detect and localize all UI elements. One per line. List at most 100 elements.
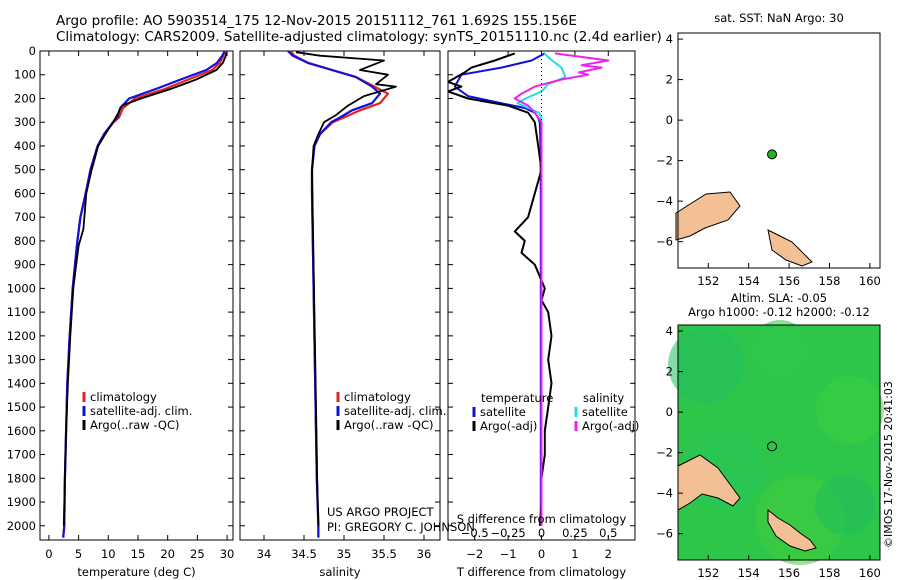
map-y-tick-label: −2	[656, 154, 673, 168]
profile-panel-frame	[239, 50, 441, 541]
y-tick-label: 300	[14, 115, 36, 129]
profile-panel-frame	[39, 50, 234, 541]
legend-label: climatology	[90, 390, 157, 404]
y-tick-label: 900	[14, 258, 36, 272]
map-y-tick-label: −2	[656, 446, 673, 460]
y-tick-label: 500	[14, 163, 36, 177]
map-frame	[677, 324, 881, 561]
map-y-tick-label: −4	[656, 194, 673, 208]
y-tick-label: 800	[14, 234, 36, 248]
y-tick-label: 1000	[7, 281, 36, 295]
y-tick-label: 1900	[7, 495, 36, 509]
y-tick-label: 600	[14, 186, 36, 200]
x-tick-label: 35.5	[371, 547, 397, 561]
map-x-tick-label: 160	[859, 274, 881, 288]
map-x-tick-label: 152	[697, 566, 719, 580]
map-x-tick-label: 152	[697, 274, 719, 288]
y-tick-label: 1300	[7, 353, 36, 367]
legend-title: salinity	[583, 391, 624, 405]
map-x-tick-label: 154	[738, 566, 760, 580]
map-y-tick-label: 0	[666, 113, 673, 127]
land-mass	[767, 508, 817, 552]
project-pi: PI: GREGORY C. JOHNSON	[327, 520, 475, 534]
legend-label: satellite	[480, 405, 526, 419]
map-y-tick-label: −6	[656, 527, 673, 541]
series-line-satellite-adj-clim-	[62, 51, 226, 538]
legend-label: climatology	[344, 390, 411, 404]
map-x-tick-label: 158	[819, 566, 841, 580]
map-y-tick-label: −4	[656, 486, 673, 500]
y-tick-label: 2000	[7, 519, 36, 533]
land-mass	[767, 229, 813, 267]
title-line-1: Argo profile: AO 5903514_175 12-Nov-2015…	[56, 13, 577, 29]
series-line-climatology	[62, 51, 226, 538]
map-y-tick-label: −6	[656, 235, 673, 249]
x-tick-label: 34	[257, 547, 272, 561]
map-x-tick-label: 154	[738, 274, 760, 288]
title-line-2: Climatology: CARS2009. Satellite-adjuste…	[56, 29, 662, 45]
x2-tick-label: 0.5	[599, 526, 617, 540]
map-title: Argo h1000: -0.12 h2000: -0.12	[688, 305, 870, 319]
y-tick-label: 1200	[7, 329, 36, 343]
x-tick-label: 10	[101, 547, 116, 561]
land-mass	[677, 454, 741, 511]
y-tick-label: 1800	[7, 471, 36, 485]
sla-anomaly-blob	[750, 320, 810, 380]
map-y-tick-label: 2	[666, 73, 673, 87]
legend-label: Argo(-adj)	[480, 419, 537, 433]
sla-anomaly-blob	[816, 376, 884, 444]
x2-tick-label: −0.5	[461, 526, 489, 540]
map-y-tick-label: 2	[666, 365, 673, 379]
map-x-tick-label: 156	[778, 566, 800, 580]
map-x-tick-label: 160	[859, 566, 881, 580]
map-x-tick-label: 156	[778, 274, 800, 288]
land-mass	[675, 191, 741, 241]
y-tick-label: 200	[14, 91, 36, 105]
x-tick-label: 34.5	[291, 547, 317, 561]
legend-title: temperature	[481, 391, 553, 405]
series-line-argo-raw-qc-	[62, 52, 228, 526]
map-y-tick-label: 0	[666, 405, 673, 419]
legend-label: satellite	[582, 405, 628, 419]
x-tick-label: 2	[605, 547, 612, 561]
series-line-satellite-adj-clim-	[287, 51, 382, 538]
x2-tick-label: 0	[538, 526, 545, 540]
map-y-tick-label: 4	[666, 32, 673, 46]
map-y-tick-label: 4	[666, 324, 673, 338]
imos-credit: ©IMOS 17-Nov-2015 20:41:03	[882, 381, 895, 548]
x-axis-label: T difference from climatology	[456, 565, 627, 579]
project-name: US ARGO PROJECT	[327, 505, 435, 519]
y-tick-label: 1600	[7, 424, 36, 438]
map-x-tick-label: 158	[819, 274, 841, 288]
y-tick-label: 100	[14, 68, 36, 82]
argo-float-marker	[767, 441, 778, 452]
y-tick-label: 400	[14, 139, 36, 153]
x-tick-label: 1	[571, 547, 578, 561]
y-tick-label: 1100	[7, 305, 36, 319]
x-tick-label: −1	[500, 547, 517, 561]
argo-float-marker	[767, 149, 778, 160]
y-tick-label: 1700	[7, 448, 36, 462]
legend-label: Argo(..raw -QC)	[344, 418, 434, 432]
x-tick-label: −2	[466, 547, 483, 561]
x-tick-label: 15	[131, 547, 146, 561]
y-tick-label: 700	[14, 210, 36, 224]
y-tick-label: 1400	[7, 376, 36, 390]
series-line-temperature-argo-adj-	[448, 52, 553, 526]
x-tick-label: 20	[160, 547, 175, 561]
map-title: sat. SST: NaN Argo: 30	[714, 11, 844, 25]
y-tick-label: 1500	[7, 400, 36, 414]
series-line-climatology	[289, 51, 390, 538]
x-axis-label: temperature (deg C)	[77, 565, 195, 579]
sla-anomaly-blob	[668, 327, 744, 403]
x-tick-label: 35	[337, 547, 352, 561]
sla-anomaly-blob	[815, 475, 875, 535]
x-tick-label: 0	[538, 547, 545, 561]
legend-label: Argo(..raw -QC)	[90, 418, 180, 432]
x-axis-label: salinity	[319, 565, 360, 579]
x2-axis-label: S difference from climatology	[457, 512, 627, 526]
x-tick-label: 25	[190, 547, 205, 561]
series-line-salinity-argo-adj-	[513, 52, 610, 526]
legend-label: satellite-adj. clim.	[344, 404, 446, 418]
